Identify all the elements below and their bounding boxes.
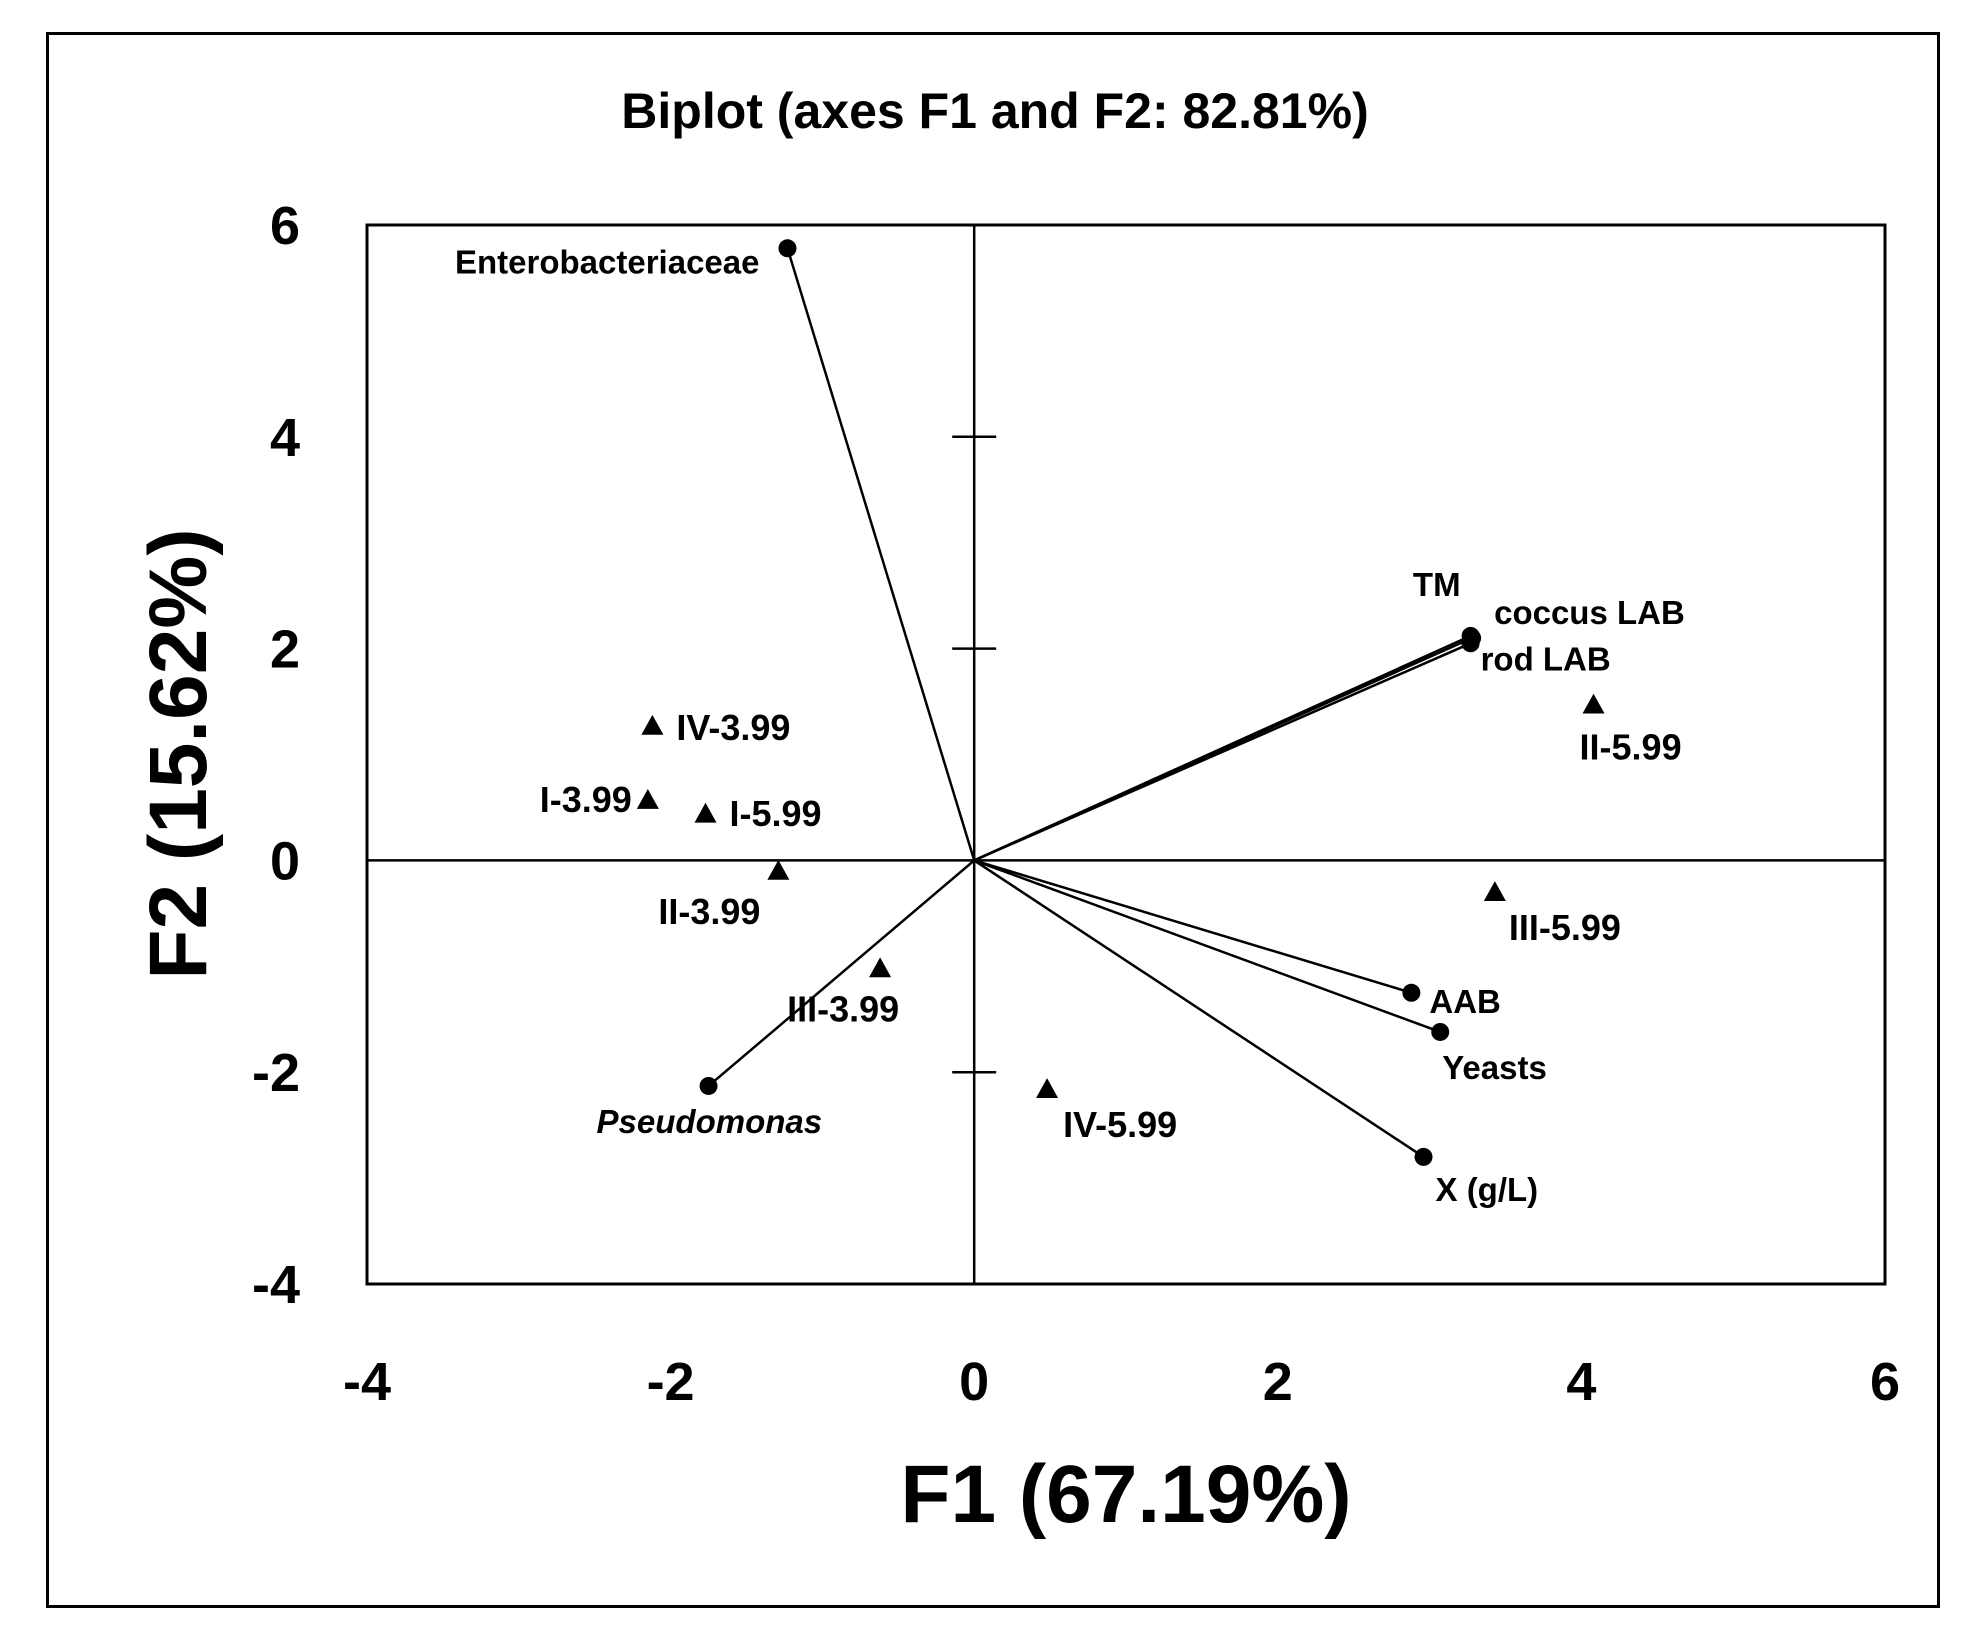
x-axis-label: F1 (67.19%) <box>900 1449 1351 1540</box>
variable-label: Pseudomonas <box>597 1103 823 1140</box>
y-tick-label: 6 <box>270 196 300 256</box>
variable-vectors <box>707 247 1473 1158</box>
variable-label: rod LAB <box>1481 640 1611 677</box>
observation-marker <box>1483 881 1506 901</box>
variable-marker <box>1414 1147 1433 1166</box>
figure-frame <box>46 32 1940 1608</box>
y-tick-label: 2 <box>270 620 300 680</box>
tick-labels: -4 -2 0 2 4 6 -4 -2 0 2 4 6 <box>252 196 1900 1412</box>
variable-label: Yeasts <box>1442 1049 1547 1086</box>
variable-label: Enterobacteriaceae <box>455 243 760 280</box>
vector-line <box>973 859 1441 1034</box>
observation-marker <box>1582 693 1605 714</box>
vector-line <box>786 247 976 861</box>
variable-marker <box>1402 983 1421 1002</box>
observation-label: IV-3.99 <box>676 707 790 748</box>
observation-marker <box>869 957 892 978</box>
x-tick-label: 2 <box>1263 1352 1293 1412</box>
x-tick-label: -2 <box>647 1352 695 1412</box>
observation-points: IV-3.99 I-3.99 I-5.99 II-3.99 III-3.99 IV-5.9… <box>540 693 1682 1145</box>
chart-title: Biplot (axes F1 and F2: 82.81%) <box>621 83 1368 139</box>
vector-line <box>973 859 1425 1158</box>
variable-label: coccus LAB <box>1494 594 1685 631</box>
observation-label: IV-5.99 <box>1063 1104 1177 1145</box>
variable-marker <box>699 1076 718 1095</box>
observation-label: I-3.99 <box>540 779 632 820</box>
variable-label: X (g/L) <box>1436 1171 1539 1208</box>
x-tick-label: 4 <box>1566 1352 1596 1412</box>
y-tick-label: -4 <box>252 1255 300 1315</box>
vector-line <box>707 859 976 1087</box>
y-tick-label: -2 <box>252 1043 300 1103</box>
variable-label: AAB <box>1429 983 1501 1020</box>
observation-label: III-3.99 <box>787 988 899 1029</box>
observation-marker <box>636 789 659 809</box>
observation-marker <box>694 802 717 823</box>
observation-label: I-5.99 <box>730 793 822 834</box>
variable-points: Enterobacteriaceae TM coccus LAB rod LAB AAB… <box>455 239 1685 1208</box>
variable-label: TM <box>1413 566 1461 603</box>
observation-label: III-5.99 <box>1509 907 1621 948</box>
variable-marker <box>778 239 797 258</box>
variable-marker <box>1461 634 1480 653</box>
observation-marker <box>641 714 664 735</box>
observation-label: II-3.99 <box>658 891 760 932</box>
y-axis-label: F2 (15.62%) <box>133 528 224 979</box>
x-tick-label: -4 <box>343 1352 391 1412</box>
x-tick-label: 0 <box>959 1352 989 1412</box>
zero-axes <box>367 225 1885 1284</box>
x-tick-label: 6 <box>1870 1352 1900 1412</box>
variable-marker <box>1431 1022 1450 1041</box>
observation-marker <box>767 859 790 880</box>
vector-line <box>973 642 1472 862</box>
observation-marker <box>1036 1078 1059 1098</box>
vector-line <box>973 859 1412 994</box>
observation-label: II-5.99 <box>1580 727 1682 768</box>
y-tick-label: 4 <box>270 408 300 468</box>
y-tick-label: 0 <box>270 831 300 891</box>
plot-area <box>365 223 1887 1286</box>
